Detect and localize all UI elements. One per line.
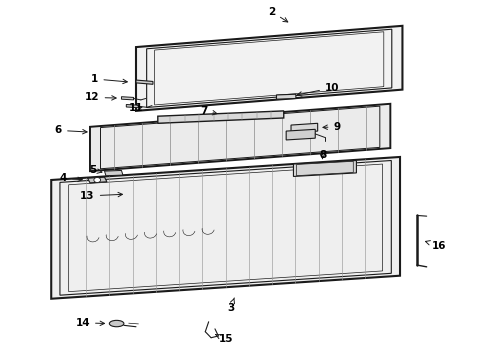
Polygon shape [126, 104, 138, 108]
Polygon shape [90, 104, 391, 171]
Text: 9: 9 [323, 122, 341, 132]
Text: 10: 10 [297, 83, 340, 96]
Text: 15: 15 [216, 334, 233, 345]
Text: 11: 11 [129, 103, 143, 113]
Polygon shape [88, 177, 107, 183]
Text: 1: 1 [91, 74, 127, 84]
Polygon shape [136, 80, 153, 84]
Polygon shape [158, 111, 284, 123]
Text: 16: 16 [425, 240, 446, 251]
Polygon shape [51, 157, 400, 299]
Polygon shape [276, 94, 296, 99]
Polygon shape [286, 129, 315, 140]
Text: 12: 12 [85, 93, 116, 102]
Polygon shape [291, 123, 318, 133]
Polygon shape [294, 161, 356, 176]
Text: 5: 5 [89, 165, 102, 175]
Text: 14: 14 [75, 318, 104, 328]
Polygon shape [136, 26, 402, 111]
Text: 13: 13 [80, 191, 122, 201]
Text: 6: 6 [55, 125, 87, 135]
Circle shape [94, 177, 100, 183]
Text: 3: 3 [227, 298, 235, 313]
Text: 2: 2 [268, 6, 288, 22]
Ellipse shape [109, 320, 124, 327]
Text: 4: 4 [60, 173, 82, 183]
Text: 7: 7 [200, 106, 217, 116]
Polygon shape [122, 97, 134, 100]
Text: 8: 8 [319, 150, 326, 160]
Polygon shape [104, 170, 123, 176]
